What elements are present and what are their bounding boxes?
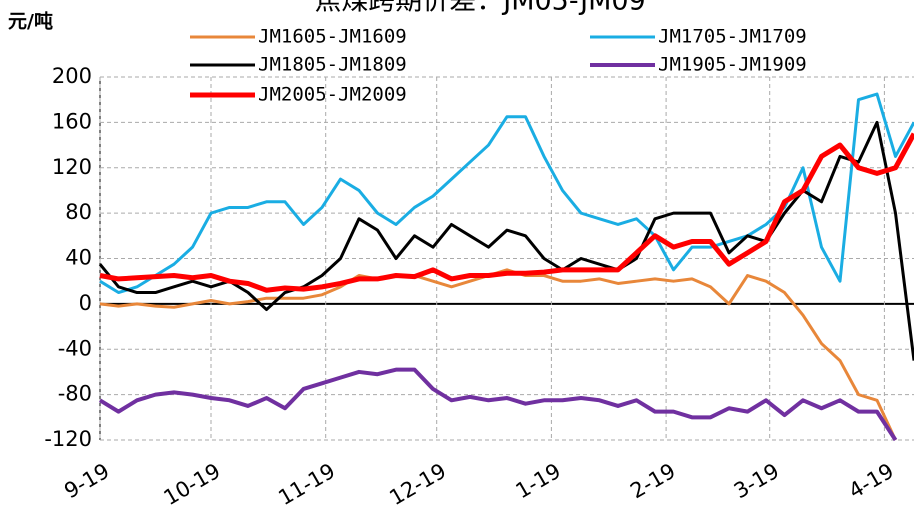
- y-axis-label: 元/吨: [8, 10, 53, 33]
- y-tick-label: -120: [44, 427, 92, 451]
- x-tick-label: 4-19: [845, 459, 898, 504]
- series-line: [99, 268, 897, 441]
- legend-label: JM1705-JM1709: [658, 26, 807, 48]
- y-tick-label: 80: [65, 200, 92, 224]
- legend-label: JM1905-JM1909: [658, 54, 807, 76]
- y-tick-label: 40: [65, 246, 92, 270]
- x-tick-label: 2-19: [626, 459, 679, 504]
- series-line: [98, 120, 914, 361]
- x-tick-label: 11-19: [274, 459, 339, 510]
- y-tick-label: 200: [52, 64, 92, 88]
- y-tick-label: 120: [52, 155, 92, 179]
- legend-label: JM1605-JM1609: [258, 26, 407, 48]
- x-tick-label: 9-19: [60, 459, 113, 504]
- series-line: [99, 92, 914, 295]
- y-tick-label: 0: [79, 291, 92, 315]
- x-tick-label: 12-19: [385, 459, 450, 510]
- y-tick-label: -40: [58, 336, 92, 360]
- y-tick-label: 160: [52, 109, 92, 133]
- x-tick-label: 1-19: [512, 459, 565, 504]
- chart-title: 焦煤跨期价差：JM05-JM09: [314, 0, 645, 17]
- x-tick-label: 10-19: [160, 459, 225, 510]
- series-line: [98, 367, 898, 442]
- series-line: [99, 132, 914, 293]
- legend-label: JM1805-JM1809: [258, 54, 407, 76]
- legend-label: JM2005-JM2009: [258, 84, 407, 106]
- y-tick-label: -80: [58, 382, 92, 406]
- x-tick-label: 3-19: [730, 459, 783, 504]
